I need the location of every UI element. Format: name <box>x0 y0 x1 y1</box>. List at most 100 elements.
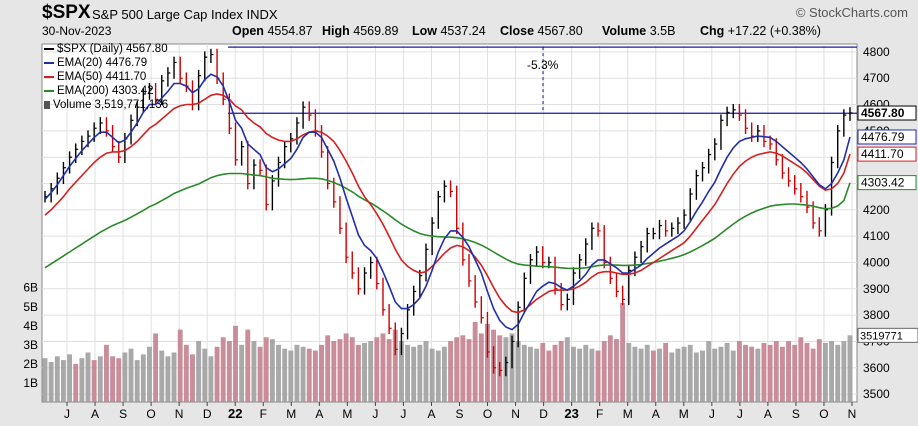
brand-logo[interactable]: © StockCharts.com <box>795 5 908 20</box>
x-tick-label: A <box>764 407 772 421</box>
volume-bar <box>374 337 380 402</box>
volume-tick-label: 2B <box>23 357 38 371</box>
volume-bar <box>632 346 638 402</box>
volume-bar <box>724 342 730 402</box>
volume-bar <box>663 342 669 402</box>
volume-bar <box>829 341 835 402</box>
x-tick-label: N <box>511 407 520 421</box>
volume-bar <box>841 341 847 402</box>
volume-bar <box>515 341 521 402</box>
volume-bar <box>435 350 441 402</box>
volume-bar <box>798 337 804 402</box>
volume-bar <box>687 344 693 402</box>
x-tick-label: S <box>455 407 463 421</box>
legend-ema20: EMA(20) 4476.79 <box>44 56 147 70</box>
chart-date: 30-Nov-2023 <box>42 24 112 38</box>
x-tick-label: J <box>372 407 378 421</box>
volume-bar <box>226 341 232 402</box>
volume-bar <box>681 346 687 402</box>
volume-bar <box>392 329 398 402</box>
last-value-tag <box>857 105 917 121</box>
volume-bar <box>534 348 540 402</box>
volume-bar <box>153 333 159 402</box>
volume-bar <box>583 344 589 402</box>
volume-bar <box>644 344 650 402</box>
drawdown-annotation: -5.3% <box>527 58 559 72</box>
x-tick-label: N <box>175 407 184 421</box>
ema50-swatch-icon <box>44 75 54 78</box>
volume-bar <box>54 356 60 402</box>
volume-bar <box>564 337 570 402</box>
volume-bar <box>650 350 656 402</box>
volume-bar <box>183 344 189 402</box>
low-label: Low <box>412 24 437 38</box>
volume-bar <box>325 335 331 402</box>
x-tick-label: M <box>286 407 296 421</box>
volume-bar <box>251 341 257 402</box>
volume-tick-label: 6B <box>23 281 38 295</box>
y-tick-label: 4000 <box>863 255 890 269</box>
volume-bar <box>73 363 79 402</box>
volume-tick-label: 3B <box>23 338 38 352</box>
x-tick-label: J <box>64 407 70 421</box>
volume-bar <box>423 341 429 402</box>
volume-bar <box>405 344 411 402</box>
volume-bar <box>478 333 484 402</box>
ema50-line <box>44 93 851 314</box>
volume-swatch-icon <box>44 100 50 109</box>
volume-bar <box>816 339 822 402</box>
volume-bar <box>521 344 527 402</box>
x-tick-label: 23 <box>564 406 578 421</box>
volume-bar <box>140 354 146 402</box>
volume-bar <box>589 348 595 402</box>
volume-bar <box>773 341 779 402</box>
volume-bar <box>159 350 165 402</box>
volume-bar <box>165 356 171 402</box>
volume-bar <box>675 348 681 402</box>
volume-bar <box>558 341 564 402</box>
volume-bar <box>657 348 662 402</box>
x-tick-label: D <box>539 407 548 421</box>
volume-bar <box>546 350 552 402</box>
volume-bar <box>755 348 761 402</box>
legend-ema50: EMA(50) 4411.70 <box>44 70 146 84</box>
volume-tick-label: 5B <box>23 300 38 314</box>
change-stat: Chg +17.22 (+0.38%) <box>700 24 821 38</box>
last-value-tag <box>857 175 917 191</box>
volume-bar <box>208 356 214 402</box>
ema20-swatch-icon <box>44 61 54 64</box>
y-tick-label: 4100 <box>863 229 890 243</box>
volume-bar <box>42 358 48 402</box>
volume-bar <box>718 346 724 402</box>
volume-bar <box>411 346 417 402</box>
volume-bar <box>792 344 798 402</box>
x-tick-label: O <box>483 407 492 421</box>
volume-bar <box>398 341 404 402</box>
volume-bar <box>749 346 755 402</box>
volume-bar <box>214 346 220 402</box>
high-label: High <box>322 24 350 38</box>
volume-bar <box>700 350 705 402</box>
volume-bar <box>417 344 423 402</box>
volume-bar <box>306 348 312 402</box>
volume-bar <box>60 360 66 402</box>
y-tick-label: 3600 <box>863 361 890 375</box>
volume-stat: Volume 3.5B <box>602 24 675 38</box>
x-tick-label: J <box>400 407 406 421</box>
volume-label: Volume <box>602 24 647 38</box>
volume-bar <box>552 344 558 402</box>
volume-bar <box>97 356 103 402</box>
close-stat: Close 4567.80 <box>500 24 583 38</box>
volume-bar <box>300 346 306 402</box>
volume-bar <box>736 341 742 402</box>
volume-bar <box>441 346 447 402</box>
volume-bar <box>743 344 748 402</box>
x-tick-label: A <box>315 407 323 421</box>
volume-bar <box>484 323 490 402</box>
volume-bar <box>835 344 841 402</box>
volume-bar <box>355 344 361 402</box>
ema20-line <box>44 73 851 331</box>
volume-bar <box>571 346 576 402</box>
